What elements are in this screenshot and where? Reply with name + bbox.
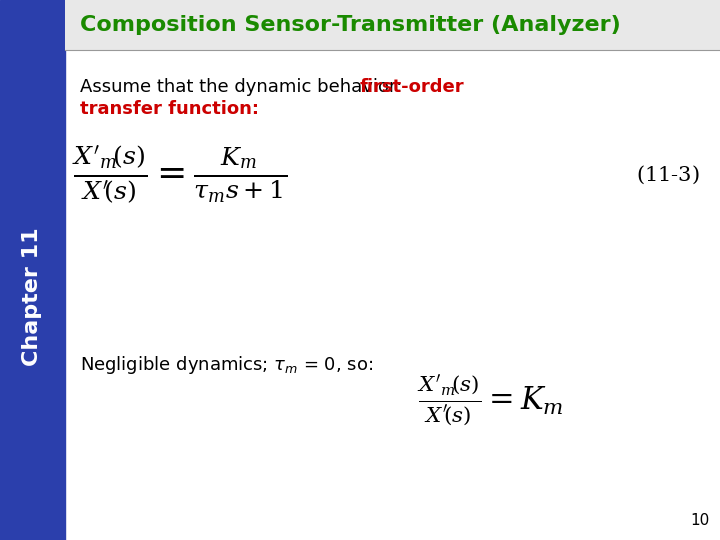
Text: $\frac{X'_m\!\left(s\right)}{X'\!\left(s\right)} = K_m$: $\frac{X'_m\!\left(s\right)}{X'\!\left(s… [417, 373, 563, 428]
Text: 10: 10 [690, 513, 710, 528]
Text: Assume that the dynamic behavior:: Assume that the dynamic behavior: [80, 78, 414, 96]
Text: Composition Sensor-Transmitter (Analyzer): Composition Sensor-Transmitter (Analyzer… [80, 15, 621, 35]
Text: $(11\text{-}3)$: $(11\text{-}3)$ [636, 164, 700, 186]
Bar [0, 0, 65, 540]
Bar [65, 0, 720, 50]
Text: Chapter 11: Chapter 11 [22, 228, 42, 366]
Text: transfer function:: transfer function: [80, 100, 259, 118]
Text: first-order: first-order [360, 78, 464, 96]
Text: $\frac{X'_m\!\left(s\right)}{X'\!\left(s\right)} = \frac{K_m}{\tau_m s+1}$: $\frac{X'_m\!\left(s\right)}{X'\!\left(s… [73, 144, 287, 206]
Text: Negligible dynamics; $\tau_m$ = 0, so:: Negligible dynamics; $\tau_m$ = 0, so: [80, 354, 373, 376]
